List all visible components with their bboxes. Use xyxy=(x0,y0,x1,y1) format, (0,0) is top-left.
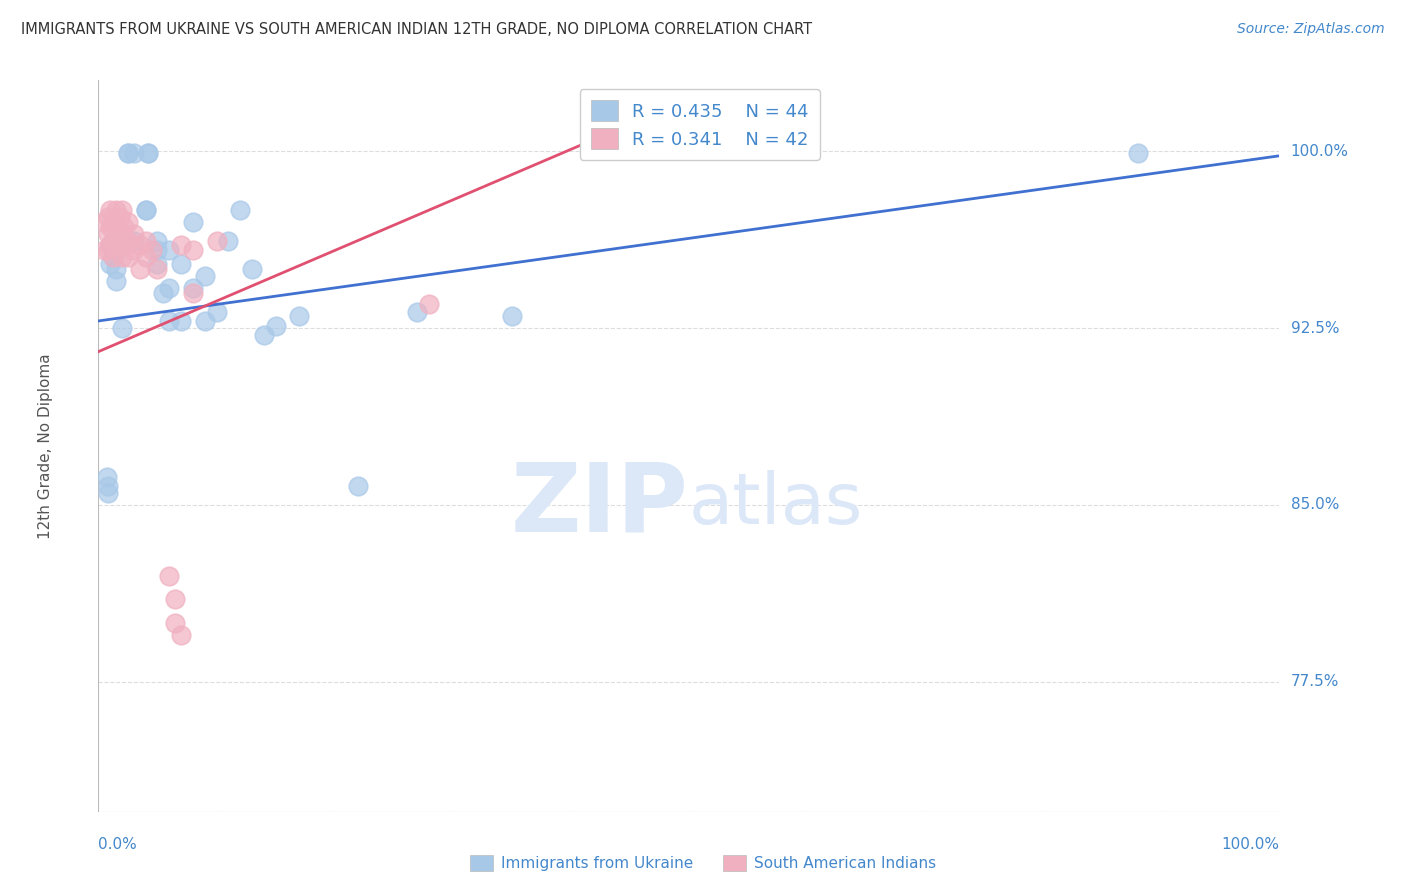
Point xyxy=(122,227,145,241)
Point xyxy=(157,281,180,295)
Point xyxy=(98,238,121,252)
Point xyxy=(253,328,276,343)
Point xyxy=(194,314,217,328)
Point xyxy=(146,234,169,248)
Point xyxy=(170,257,193,271)
Point xyxy=(117,215,139,229)
Point xyxy=(117,250,139,264)
Point xyxy=(96,469,118,483)
Text: 77.5%: 77.5% xyxy=(1291,674,1339,690)
Point xyxy=(135,202,157,217)
Text: 12th Grade, No Diploma: 12th Grade, No Diploma xyxy=(38,353,53,539)
Point xyxy=(165,615,187,630)
Point xyxy=(117,146,139,161)
Point xyxy=(181,281,204,295)
Point xyxy=(205,304,228,318)
Point xyxy=(111,227,134,241)
Point xyxy=(136,146,159,161)
Point xyxy=(165,592,187,607)
Point xyxy=(128,238,150,252)
Point xyxy=(108,210,131,224)
Point xyxy=(122,146,145,161)
Point xyxy=(117,146,139,161)
Point xyxy=(170,314,193,328)
Point xyxy=(101,250,124,264)
Text: ZIP: ZIP xyxy=(510,458,689,551)
Point xyxy=(136,146,159,161)
Point xyxy=(93,243,115,257)
Text: atlas: atlas xyxy=(689,470,863,539)
Point xyxy=(181,215,204,229)
Point xyxy=(122,234,145,248)
Point xyxy=(157,314,180,328)
Point xyxy=(135,202,157,217)
Point xyxy=(1126,146,1149,161)
Point xyxy=(97,227,120,241)
Point xyxy=(288,310,311,324)
Point xyxy=(111,250,134,264)
Point xyxy=(97,210,120,224)
Point xyxy=(217,234,239,248)
Point xyxy=(194,269,217,284)
Legend: R = 0.435    N = 44, R = 0.341    N = 42: R = 0.435 N = 44, R = 0.341 N = 42 xyxy=(579,89,820,160)
Point xyxy=(146,257,169,271)
Point xyxy=(111,202,134,217)
Point xyxy=(240,262,263,277)
Point xyxy=(146,243,169,257)
Text: IMMIGRANTS FROM UKRAINE VS SOUTH AMERICAN INDIAN 12TH GRADE, NO DIPLOMA CORRELAT: IMMIGRANTS FROM UKRAINE VS SOUTH AMERICA… xyxy=(21,22,813,37)
Text: 100.0%: 100.0% xyxy=(1291,144,1348,159)
Text: 92.5%: 92.5% xyxy=(1291,320,1339,335)
Legend: Immigrants from Ukraine, South American Indians: Immigrants from Ukraine, South American … xyxy=(464,849,942,877)
Text: 85.0%: 85.0% xyxy=(1291,498,1339,513)
Point xyxy=(108,238,131,252)
Point xyxy=(141,243,163,257)
Point xyxy=(112,238,135,252)
Point xyxy=(264,318,287,333)
Point xyxy=(135,234,157,248)
Point xyxy=(146,262,169,277)
Point xyxy=(98,219,121,234)
Point xyxy=(112,219,135,234)
Point xyxy=(205,234,228,248)
Point xyxy=(105,262,128,277)
Point xyxy=(97,486,120,500)
Point xyxy=(98,257,121,271)
Point xyxy=(105,202,128,217)
Point xyxy=(97,479,120,493)
Text: 0.0%: 0.0% xyxy=(98,837,138,852)
Point xyxy=(98,238,121,252)
Point xyxy=(101,234,124,248)
Point xyxy=(229,202,252,217)
Point xyxy=(501,310,523,324)
Point xyxy=(122,243,145,257)
Point xyxy=(111,321,134,335)
Point xyxy=(157,243,180,257)
Point xyxy=(128,262,150,277)
Point xyxy=(101,234,124,248)
Point xyxy=(105,219,128,234)
Point xyxy=(406,304,429,318)
Point xyxy=(157,568,180,582)
Point xyxy=(117,234,139,248)
Point xyxy=(105,243,128,257)
Point xyxy=(101,215,124,229)
Point xyxy=(105,274,128,288)
Point xyxy=(170,238,193,252)
Point xyxy=(105,234,128,248)
Point xyxy=(170,628,193,642)
Text: Source: ZipAtlas.com: Source: ZipAtlas.com xyxy=(1237,22,1385,37)
Point xyxy=(135,250,157,264)
Point xyxy=(347,479,370,493)
Point xyxy=(418,297,440,311)
Point xyxy=(101,250,124,264)
Point xyxy=(111,234,134,248)
Point xyxy=(93,215,115,229)
Point xyxy=(98,202,121,217)
Point xyxy=(181,243,204,257)
Point xyxy=(181,285,204,300)
Point xyxy=(152,285,174,300)
Point xyxy=(97,243,120,257)
Text: 100.0%: 100.0% xyxy=(1222,837,1279,852)
